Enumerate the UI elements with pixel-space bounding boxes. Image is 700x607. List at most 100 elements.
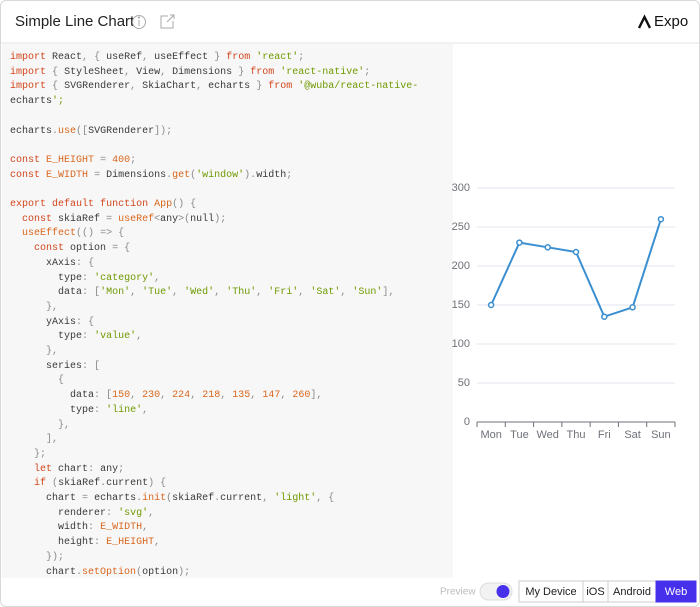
device-tab[interactable]	[582, 580, 609, 603]
code-token: =	[106, 213, 113, 225]
code-token: option	[70, 243, 107, 255]
code-token: type	[70, 404, 95, 416]
code-token: ,	[190, 390, 197, 402]
code-token	[10, 449, 34, 460]
code-token	[10, 287, 58, 298]
code-token: from	[250, 66, 275, 78]
code-token: ;	[130, 154, 137, 166]
code-token: option	[142, 566, 179, 578]
code-token: import	[10, 66, 47, 78]
code-token: ,	[316, 493, 323, 504]
code-editor[interactable]: import React, { useRef, useEffect } from…	[2, 44, 453, 578]
code-token: echarts	[10, 125, 53, 137]
y-tick-label: 150	[452, 299, 470, 311]
code-line: type: 'category',	[10, 272, 160, 286]
code-token: :	[94, 537, 101, 549]
code-token: width	[58, 522, 89, 534]
code-line: type: 'value',	[10, 330, 142, 344]
code-token: =	[112, 243, 119, 255]
code-token: ,	[262, 493, 269, 504]
code-token: E_HEIGHT	[106, 537, 155, 549]
code-line: echarts';	[10, 95, 64, 109]
code-token: const	[22, 213, 53, 225]
code-line: useEffect(() => {	[10, 227, 124, 241]
code-token: yAxis	[46, 316, 77, 328]
code-token: ,	[142, 52, 149, 63]
code-token: <	[154, 213, 161, 225]
code-token: :	[82, 331, 89, 343]
code-token: :	[76, 316, 83, 328]
snack-title: Simple Line Chart	[15, 13, 135, 30]
code-token: data	[58, 287, 83, 299]
code-line: const skiaRef = useRef<any>(null);	[10, 213, 226, 227]
code-token: E_WIDTH	[46, 169, 89, 181]
code-token: {	[124, 243, 131, 255]
code-token: }	[238, 66, 245, 78]
code-token: ,	[148, 507, 155, 519]
device-tab-label: iOS	[586, 586, 604, 598]
code-token: }	[214, 52, 221, 63]
code-token: setOption	[82, 566, 137, 578]
code-token: if	[34, 478, 47, 490]
device-tab-label: Android	[613, 586, 651, 598]
code-token: height	[58, 537, 95, 549]
code-token: .	[136, 493, 143, 504]
code-token	[10, 420, 58, 431]
code-token: ,	[256, 287, 263, 299]
code-token: {	[160, 478, 167, 490]
device-tab[interactable]	[655, 580, 697, 603]
info-icon[interactable]	[132, 15, 146, 29]
code-token: import	[10, 52, 47, 63]
code-token: });	[46, 551, 65, 563]
code-token: :	[82, 272, 89, 284]
code-token: chart	[46, 566, 77, 578]
y-tick-label: 50	[458, 377, 470, 389]
code-token	[10, 522, 58, 533]
code-token	[10, 331, 58, 342]
code-token: any	[100, 463, 119, 475]
device-tab[interactable]	[518, 580, 584, 603]
code-token: :	[76, 257, 83, 269]
preview-toggle[interactable]	[479, 582, 513, 601]
code-token: ,	[82, 52, 89, 63]
code-token: E_HEIGHT	[46, 154, 95, 166]
code-token	[10, 317, 46, 328]
code-token: [	[94, 287, 101, 299]
x-tick-label: Wed	[537, 429, 559, 441]
code-token	[10, 493, 46, 504]
device-tab[interactable]	[607, 580, 657, 603]
code-token: .	[52, 125, 59, 137]
y-tick-label: 100	[452, 338, 470, 350]
code-token: data	[70, 390, 95, 402]
code-token: 'window'	[196, 169, 245, 181]
code-line: export default function App() {	[10, 198, 196, 212]
code-token: [	[106, 390, 113, 402]
code-token: ]);	[154, 125, 173, 137]
code-line: const E_WIDTH = Dimensions.get('window')…	[10, 169, 292, 183]
code-token: .	[214, 493, 221, 504]
code-token: ,	[172, 287, 179, 299]
data-point	[572, 248, 580, 256]
code-line: },	[10, 345, 58, 359]
code-token	[10, 243, 34, 254]
code-token	[10, 214, 22, 225]
code-token: SVGRenderer	[88, 125, 155, 137]
data-point	[544, 244, 551, 251]
code-token: :	[106, 507, 113, 519]
code-token: skiaRef	[172, 493, 215, 504]
code-token	[10, 567, 46, 578]
code-token: ,	[280, 390, 287, 402]
code-token: useEffect	[22, 228, 77, 240]
code-token: },	[46, 346, 59, 357]
code-token: {	[88, 257, 95, 269]
x-tick-label: Fri	[598, 429, 611, 441]
code-token: ,	[130, 390, 137, 402]
code-token: from	[268, 81, 293, 93]
toggle-knob	[496, 585, 510, 598]
code-token: 'react-native'	[280, 66, 365, 78]
code-line: },	[10, 301, 58, 315]
open-external-icon[interactable]	[160, 14, 175, 29]
code-token	[10, 552, 46, 563]
code-token: },	[58, 419, 71, 431]
code-token: xAxis	[46, 257, 77, 269]
